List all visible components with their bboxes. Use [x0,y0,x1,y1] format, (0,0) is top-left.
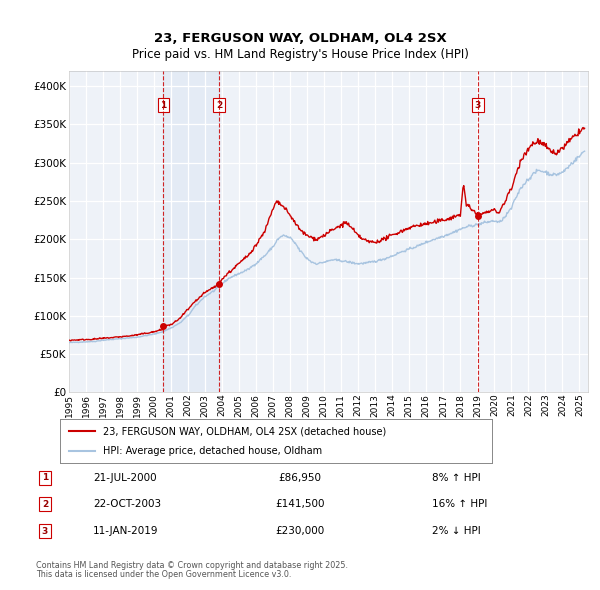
Text: 16% ↑ HPI: 16% ↑ HPI [432,500,487,509]
Text: Contains HM Land Registry data © Crown copyright and database right 2025.: Contains HM Land Registry data © Crown c… [36,560,348,569]
Point [158,321,168,330]
Text: 1: 1 [42,473,48,483]
Text: 22-OCT-2003: 22-OCT-2003 [93,500,161,509]
Text: 3: 3 [475,101,481,110]
Text: 3: 3 [42,526,48,536]
Text: 2: 2 [42,500,48,509]
Text: 21-JUL-2000: 21-JUL-2000 [93,473,157,483]
Text: 23, FERGUSON WAY, OLDHAM, OL4 2SX (detached house): 23, FERGUSON WAY, OLDHAM, OL4 2SX (detac… [103,427,386,436]
Text: £230,000: £230,000 [275,526,325,536]
Text: 8% ↑ HPI: 8% ↑ HPI [432,473,481,483]
Text: 2: 2 [216,101,222,110]
Text: £141,500: £141,500 [275,500,325,509]
Text: 23, FERGUSON WAY, OLDHAM, OL4 2SX: 23, FERGUSON WAY, OLDHAM, OL4 2SX [154,32,446,45]
Point [473,212,483,221]
Text: Price paid vs. HM Land Registry's House Price Index (HPI): Price paid vs. HM Land Registry's House … [131,48,469,61]
Text: 11-JAN-2019: 11-JAN-2019 [93,526,158,536]
Text: This data is licensed under the Open Government Licence v3.0.: This data is licensed under the Open Gov… [36,570,292,579]
Text: HPI: Average price, detached house, Oldham: HPI: Average price, detached house, Oldh… [103,446,322,455]
Text: 1: 1 [160,101,167,110]
Text: 2% ↓ HPI: 2% ↓ HPI [432,526,481,536]
Bar [163,71,219,392]
Point [214,279,224,289]
Text: £86,950: £86,950 [278,473,322,483]
